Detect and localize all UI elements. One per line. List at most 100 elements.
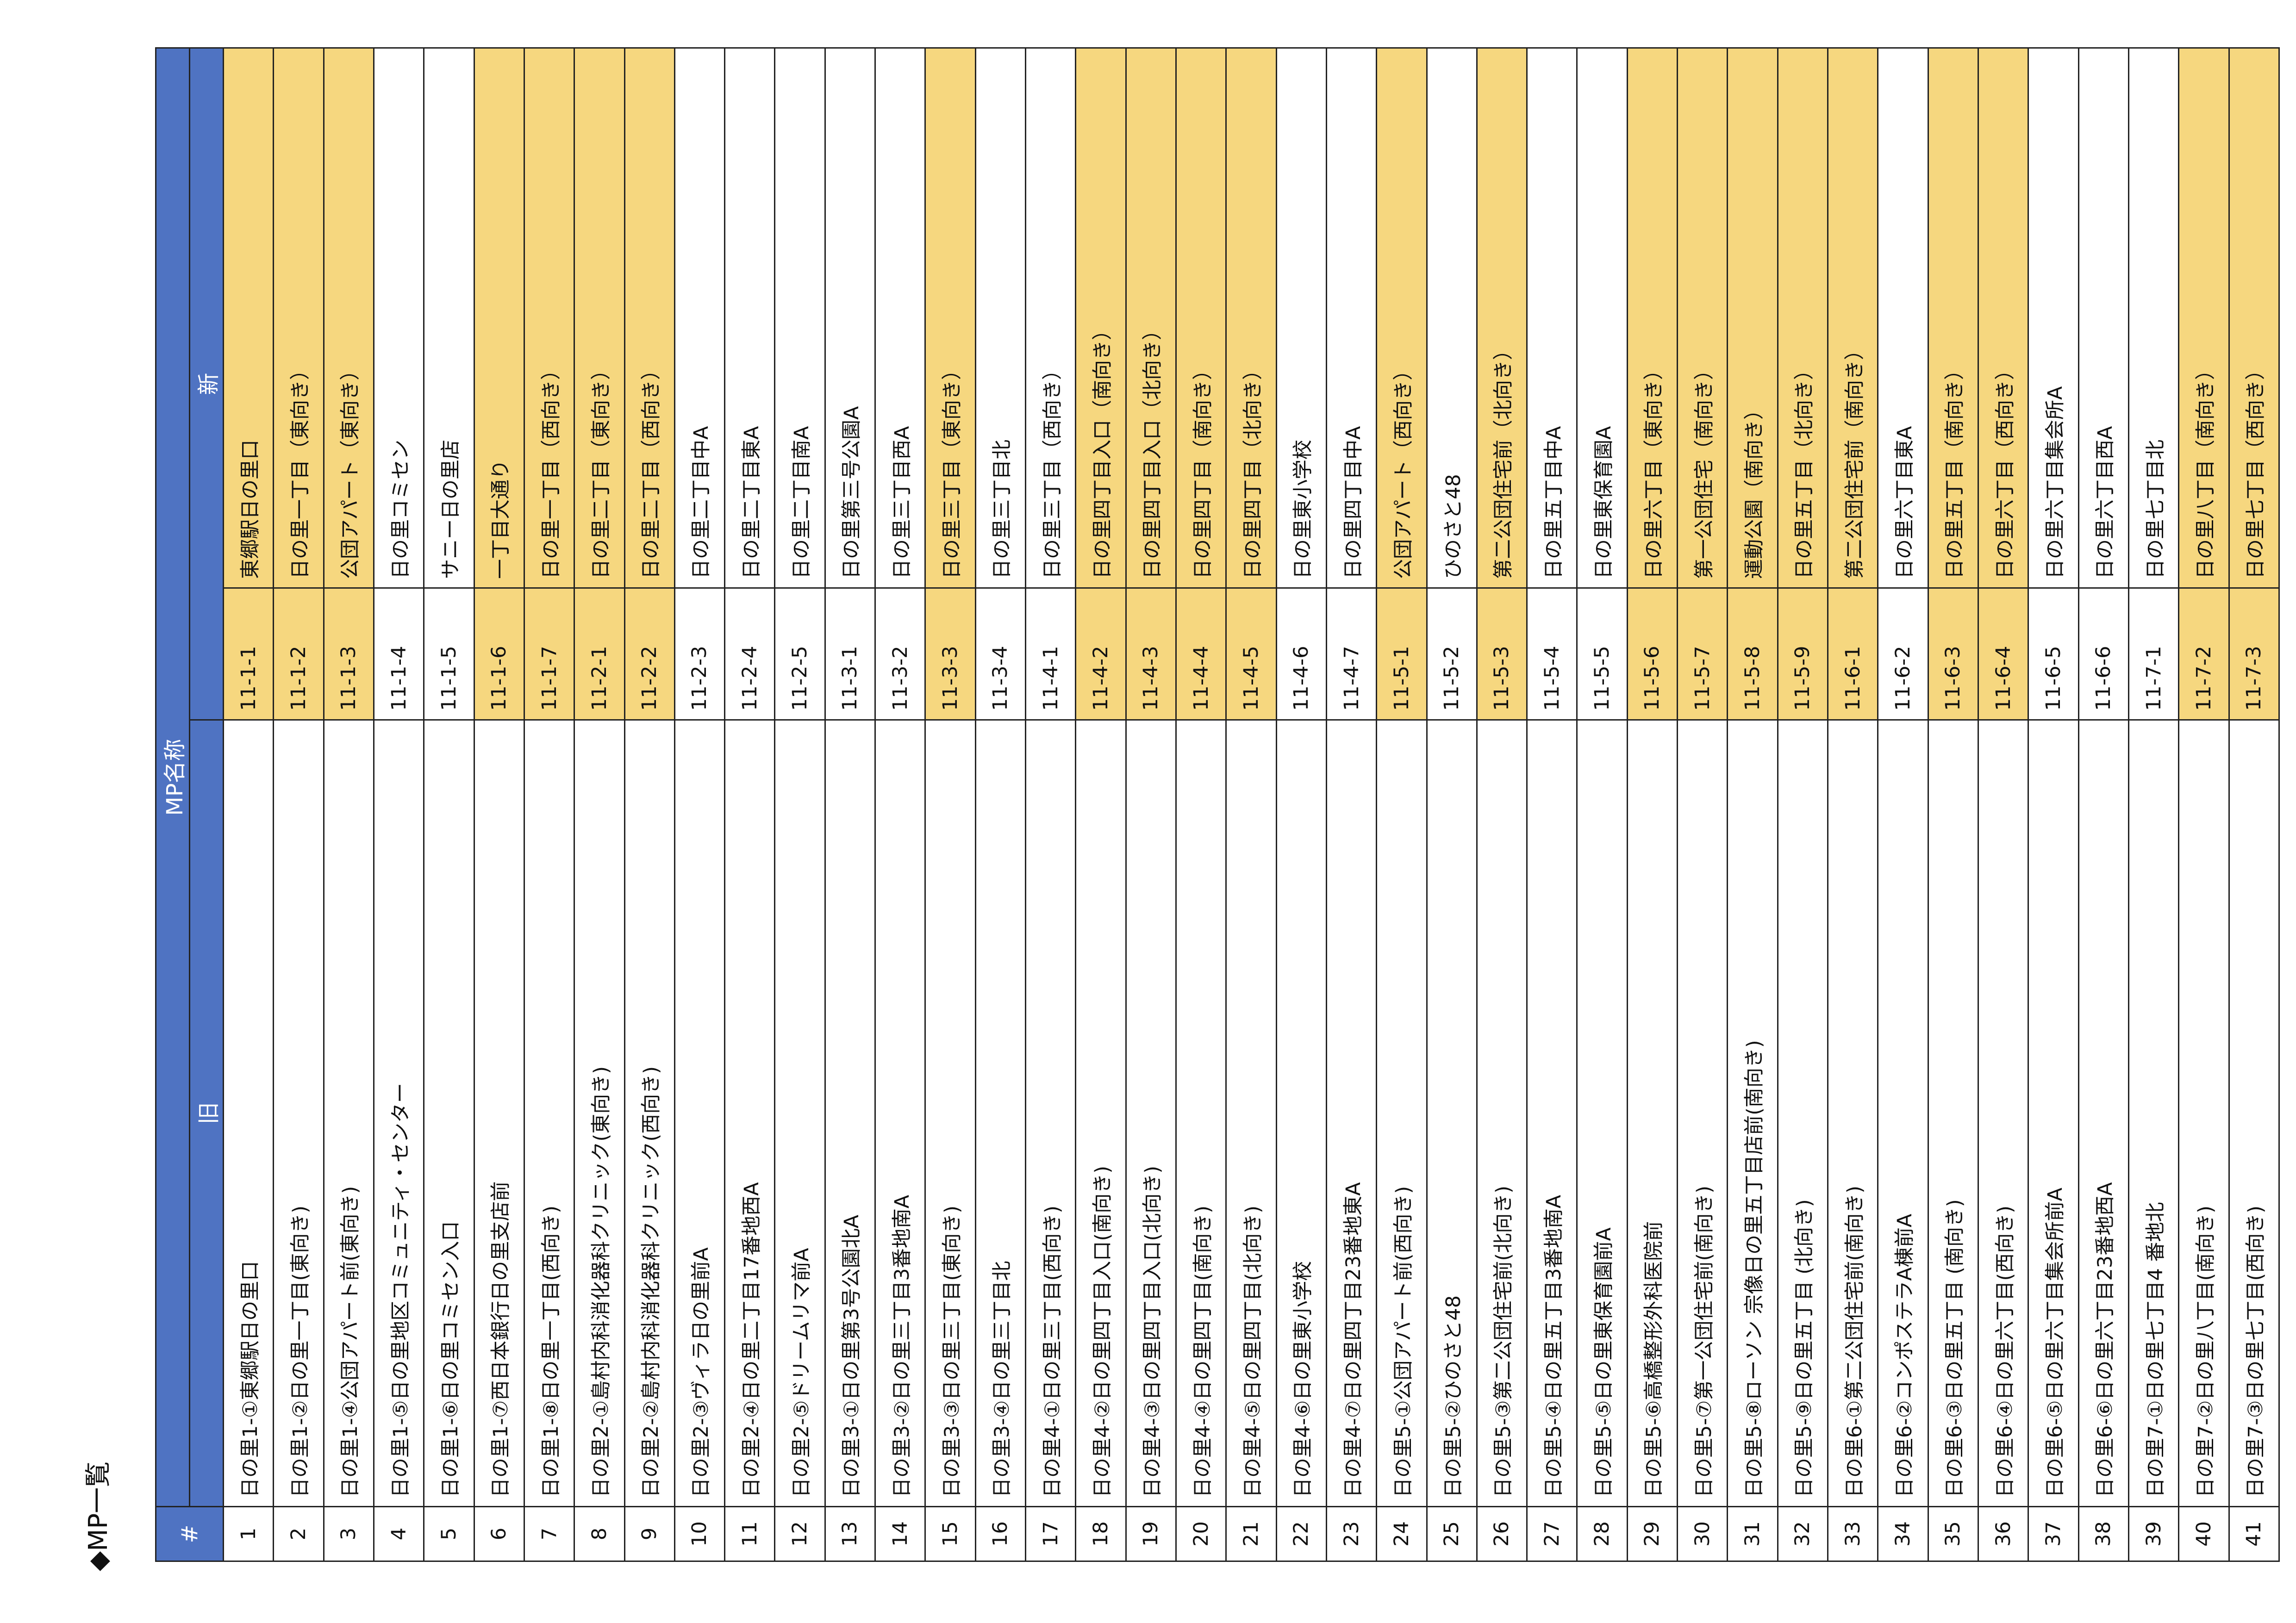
old-name: 日の里3-④日の里三丁目北 [975,720,1026,1507]
row-number: 19 [1126,1506,1176,1561]
row-number: 34 [1878,1506,1928,1561]
table-row: 5 日の里1-⑥日の里コミセン入口 11-1-5 サニー日の里店 [424,48,474,1561]
new-name: 日の里二丁目南A [774,48,825,588]
new-name: 日の里六丁目西A [2078,48,2129,588]
mp-code: 11-2-1 [574,588,624,720]
mp-code: 11-6-5 [2028,588,2079,720]
row-number: 13 [825,1506,875,1561]
mp-code: 11-4-5 [1226,588,1277,720]
row-number: 29 [1627,1506,1678,1561]
table-row: 34 日の里6-②コンポステラA棟前A 11-6-2 日の里六丁目東A [1878,48,1928,1561]
table-row: 20 日の里4-④日の里四丁目(南向き) 11-4-4 日の里四丁目（南向き） [1176,48,1226,1561]
new-name: サニー日の里店 [424,48,474,588]
row-number: 33 [1828,1506,1878,1561]
old-name: 日の里1-④公団アパート前(東向き) [324,720,374,1507]
table-row: 10 日の里2-③ヴィラ日の里前A 11-2-3 日の里二丁目中A [674,48,725,1561]
old-name: 日の里7-①日の里七丁目4 番地北 [2128,720,2179,1507]
new-name: 第二公団住宅前（南向き） [1828,48,1878,588]
old-name: 日の里1-⑧日の里一丁目(西向き) [524,720,574,1507]
section-title: ◆MP一覧 [83,1461,113,1571]
old-name: 日の里1-⑤日の里地区コミュニティ・センター [374,720,424,1507]
new-name: 日の里一丁目（東向き） [273,48,324,588]
old-name: 日の里2-②島村内科消化器科クリニック(西向き) [624,720,675,1507]
row-number: 1 [223,1506,274,1561]
mp-code: 11-1-7 [524,588,574,720]
old-name: 日の里3-③日の里三丁目(東向き) [925,720,976,1507]
row-number: 28 [1577,1506,1628,1561]
new-name: 公団アパート（東向き） [324,48,374,588]
row-number: 14 [875,1506,925,1561]
new-name: 日の里東小学校 [1276,48,1327,588]
table-row: 1 日の里1-①東郷駅日の里口 11-1-1 東郷駅日の里口 [223,48,274,1561]
old-name: 日の里1-⑦西日本銀行日の里支店前 [474,720,524,1507]
mp-code: 11-4-1 [1025,588,1076,720]
new-name: 運動公園（南向き） [1727,48,1778,588]
old-name: 日の里4-⑤日の里四丁目(北向き) [1226,720,1277,1507]
table-row: 27 日の里5-④日の里五丁目3番地南A 11-5-4 日の里五丁目中A [1527,48,1577,1561]
new-name: 日の里四丁目中A [1326,48,1377,588]
old-name: 日の里4-⑦日の里四丁目23番地東A [1326,720,1377,1507]
row-number: 36 [1978,1506,2028,1561]
table-row: 12 日の里2-⑤ドリームリマ前A 11-2-5 日の里二丁目南A [774,48,825,1561]
table-row: 38 日の里6-⑥日の里六丁目23番地西A 11-6-6 日の里六丁目西A [2078,48,2129,1561]
row-number: 31 [1727,1506,1778,1561]
row-number: 7 [524,1506,574,1561]
old-name: 日の里6-①第二公団住宅前(南向き) [1828,720,1878,1507]
row-number: 6 [474,1506,524,1561]
table-row: 2 日の里1-②日の里一丁目(東向き) 11-1-2 日の里一丁目（東向き） [273,48,324,1561]
new-name: 日の里七丁目（西向き） [2229,48,2279,588]
mp-list-table: # MP名称 旧 新 1 日の里1-①東郷駅日の里口 11-1-1 東郷駅日の里口 2 日… [155,47,2280,1562]
mp-code: 11-6-6 [2078,588,2129,720]
row-number: 32 [1778,1506,1828,1561]
table-row: 35 日の里6-③日の里五丁目 (南向き) 11-6-3 日の里五丁目（南向き） [1928,48,1978,1561]
mp-list-table-container: # MP名称 旧 新 1 日の里1-①東郷駅日の里口 11-1-1 東郷駅日の里口 2 日… [155,47,2280,1562]
header-old: 旧 [189,720,224,1507]
old-name: 日の里5-④日の里五丁目3番地南A [1527,720,1577,1507]
row-number: 41 [2229,1506,2279,1561]
new-name: 日の里四丁目（南向き） [1176,48,1226,588]
table-row: 4 日の里1-⑤日の里地区コミュニティ・センター 11-1-4 日の里コミセン [374,48,424,1561]
mp-code: 11-5-5 [1577,588,1628,720]
row-number: 37 [2028,1506,2079,1561]
table-row: 31 日の里5-⑧ローソン 宗像日の里五丁目店前(南向き) 11-5-8 運動公園（南… [1727,48,1778,1561]
header-new: 新 [189,48,224,720]
table-row: 40 日の里7-②日の里八丁目(南向き) 11-7-2 日の里八丁目（南向き） [2178,48,2229,1561]
mp-code: 11-1-5 [424,588,474,720]
table-row: 23 日の里4-⑦日の里四丁目23番地東A 11-4-7 日の里四丁目中A [1326,48,1377,1561]
row-number: 35 [1928,1506,1978,1561]
old-name: 日の里5-⑧ローソン 宗像日の里五丁目店前(南向き) [1727,720,1778,1507]
old-name: 日の里1-⑥日の里コミセン入口 [424,720,474,1507]
row-number: 11 [724,1506,775,1561]
table-row: 19 日の里4-③日の里四丁目入口(北向き) 11-4-3 日の里四丁目入口（北向き） [1126,48,1176,1561]
mp-code: 11-3-1 [825,588,875,720]
row-number: 26 [1477,1506,1527,1561]
mp-code: 11-1-4 [374,588,424,720]
mp-code: 11-7-3 [2229,588,2279,720]
old-name: 日の里6-⑤日の里六丁目集会所前A [2028,720,2079,1507]
new-name: 日の里東保育園A [1577,48,1628,588]
row-number: 24 [1376,1506,1427,1561]
new-name: 日の里六丁目集会所A [2028,48,2079,588]
new-name: 日の里二丁目東A [724,48,775,588]
row-number: 5 [424,1506,474,1561]
mp-code: 11-2-4 [724,588,775,720]
new-name: 第一公団住宅（南向き） [1677,48,1728,588]
table-body: 1 日の里1-①東郷駅日の里口 11-1-1 東郷駅日の里口 2 日の里1-②日の里一丁目… [223,48,2279,1561]
mp-code: 11-4-4 [1176,588,1226,720]
mp-code: 11-5-1 [1376,588,1427,720]
mp-code: 11-6-4 [1978,588,2028,720]
new-name: 日の里八丁目（南向き） [2178,48,2229,588]
old-name: 日の里3-①日の里第3号公園北A [825,720,875,1507]
new-name: 日の里四丁目（北向き） [1226,48,1277,588]
table-row: 33 日の里6-①第二公団住宅前(南向き) 11-6-1 第二公団住宅前（南向き） [1828,48,1878,1561]
mp-code: 11-4-2 [1075,588,1126,720]
row-number: 15 [925,1506,976,1561]
mp-code: 11-5-9 [1778,588,1828,720]
mp-code: 11-5-8 [1727,588,1778,720]
row-number: 3 [324,1506,374,1561]
new-name: 公団アパート（西向き） [1376,48,1427,588]
old-name: 日の里6-②コンポステラA棟前A [1878,720,1928,1507]
mp-code: 11-2-5 [774,588,825,720]
mp-code: 11-3-2 [875,588,925,720]
mp-code: 11-1-3 [324,588,374,720]
